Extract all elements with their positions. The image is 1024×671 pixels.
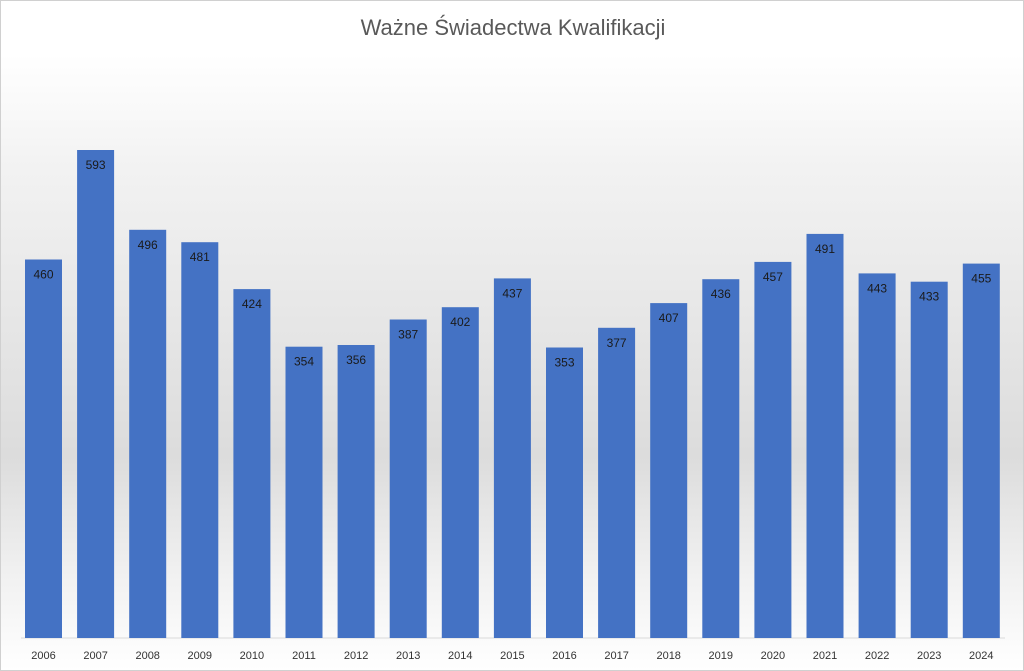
x-tick-label-2012: 2012 [344,650,368,662]
x-tick-label-2010: 2010 [240,650,264,662]
bar-2018 [650,303,688,638]
x-tick-label-2019: 2019 [709,650,733,662]
bar-2007 [77,150,115,638]
bar-2017 [598,327,636,638]
x-tick-label-2016: 2016 [552,650,576,662]
data-label-2023: 433 [919,290,939,304]
x-tick-label-2018: 2018 [656,650,680,662]
bar-2014 [441,307,479,638]
data-label-2012: 356 [346,353,366,367]
bar-2015 [493,278,531,638]
x-tick-label-2007: 2007 [83,650,107,662]
data-label-2020: 457 [763,270,783,284]
bar-2010 [233,289,271,638]
x-tick-label-2008: 2008 [135,650,159,662]
data-label-2006: 460 [33,268,53,282]
x-tick-label-2021: 2021 [813,650,837,662]
bar-series: 460 2006 593 2007 496 2008 481 2009 424 2010 354 20… [25,150,1000,662]
x-tick-label-2009: 2009 [188,650,212,662]
bar-2013 [389,319,427,638]
bar-2021 [806,233,844,638]
data-label-2017: 377 [607,336,627,350]
bar-2019 [702,279,740,638]
x-tick-label-2015: 2015 [500,650,524,662]
data-label-2014: 402 [450,315,470,329]
data-label-2018: 407 [659,311,679,325]
chart-title: Ważne Świadectwa Kwalifikacji [360,15,666,40]
x-tick-label-2020: 2020 [761,650,785,662]
bar-2008 [129,229,167,639]
x-tick-label-2023: 2023 [917,650,941,662]
bar-2011 [285,346,323,638]
data-label-2021: 491 [815,242,835,256]
data-label-2011: 354 [294,355,314,369]
bar-2020 [754,261,792,638]
data-label-2010: 424 [242,297,262,311]
data-label-2016: 353 [554,356,574,370]
bar-2006 [25,259,62,638]
bar-2022 [858,273,896,638]
data-label-2022: 443 [867,281,887,295]
data-label-2009: 481 [190,250,210,264]
data-label-2024: 455 [971,272,991,286]
data-label-2008: 496 [138,238,158,252]
x-tick-label-2013: 2013 [396,650,420,662]
bar-2012 [337,345,375,638]
data-label-2019: 436 [711,287,731,301]
x-tick-label-2014: 2014 [448,650,472,662]
bar-2024 [962,263,1000,638]
bar-2009 [181,242,219,638]
data-label-2015: 437 [502,286,522,300]
x-tick-label-2006: 2006 [31,650,55,662]
data-label-2007: 593 [86,158,106,172]
x-tick-label-2022: 2022 [865,650,889,662]
bar-2016 [546,347,583,638]
x-tick-label-2024: 2024 [969,650,993,662]
x-tick-label-2017: 2017 [604,650,628,662]
x-tick-label-2011: 2011 [292,650,316,662]
data-label-2013: 387 [398,328,418,342]
bar-2023 [910,281,948,638]
